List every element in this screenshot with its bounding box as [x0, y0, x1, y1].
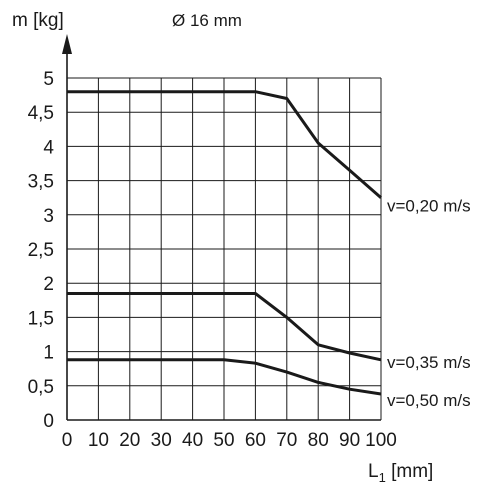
y-tick-label: 5 [43, 69, 54, 90]
y-axis-label: m [kg] [12, 10, 64, 31]
y-tick-label: 1 [43, 343, 54, 364]
y-tick-label: 0 [43, 411, 54, 432]
x-tick-label: 0 [62, 430, 73, 451]
y-tick-label: 1,5 [28, 308, 54, 329]
x-tick-label: 10 [88, 430, 109, 451]
x-tick-label: 20 [119, 430, 140, 451]
series-line [67, 90, 382, 199]
x-tick-label: 70 [276, 430, 297, 451]
y-tick-label: 3 [43, 206, 54, 227]
grid [66, 77, 382, 421]
x-tick-label: 40 [182, 430, 203, 451]
x-axis-label-main: L [368, 461, 379, 482]
x-axis-label: L1 [mm] [368, 461, 433, 485]
x-ticks: 0 10 20 30 40 50 60 70 80 90 100 [62, 430, 397, 451]
series-line [67, 292, 382, 362]
y-tick-label: 4 [43, 137, 54, 158]
y-ticks: 0 0,5 1 1,5 2 2,5 3 3,5 4 4,5 5 [28, 69, 55, 432]
series-label: v=0,50 m/s [387, 391, 471, 410]
y-tick-label: 0,5 [28, 377, 54, 398]
x-tick-label: 30 [151, 430, 172, 451]
y-tick-label: 3,5 [28, 172, 54, 193]
series-line [67, 358, 382, 396]
y-tick-label: 4,5 [28, 103, 54, 124]
y-tick-label: 2,5 [28, 240, 54, 261]
series-labels: v=0,20 m/s v=0,35 m/s v=0,50 m/s [387, 197, 471, 410]
series-label: v=0,20 m/s [387, 197, 471, 216]
y-tick-label: 2 [43, 274, 54, 295]
x-axis-label-unit: [mm] [386, 461, 434, 482]
x-tick-label: 100 [365, 430, 397, 451]
x-tick-label: 80 [308, 430, 329, 451]
x-tick-label: 50 [213, 430, 234, 451]
x-tick-label: 60 [245, 430, 266, 451]
series-label: v=0,35 m/s [387, 353, 471, 372]
chart-title: Ø 16 mm [172, 11, 242, 30]
y-axis-arrow [62, 34, 72, 54]
axes [62, 34, 381, 421]
series [67, 90, 382, 396]
x-axis-label-subscript: 1 [379, 470, 386, 485]
x-tick-label: 90 [339, 430, 360, 451]
